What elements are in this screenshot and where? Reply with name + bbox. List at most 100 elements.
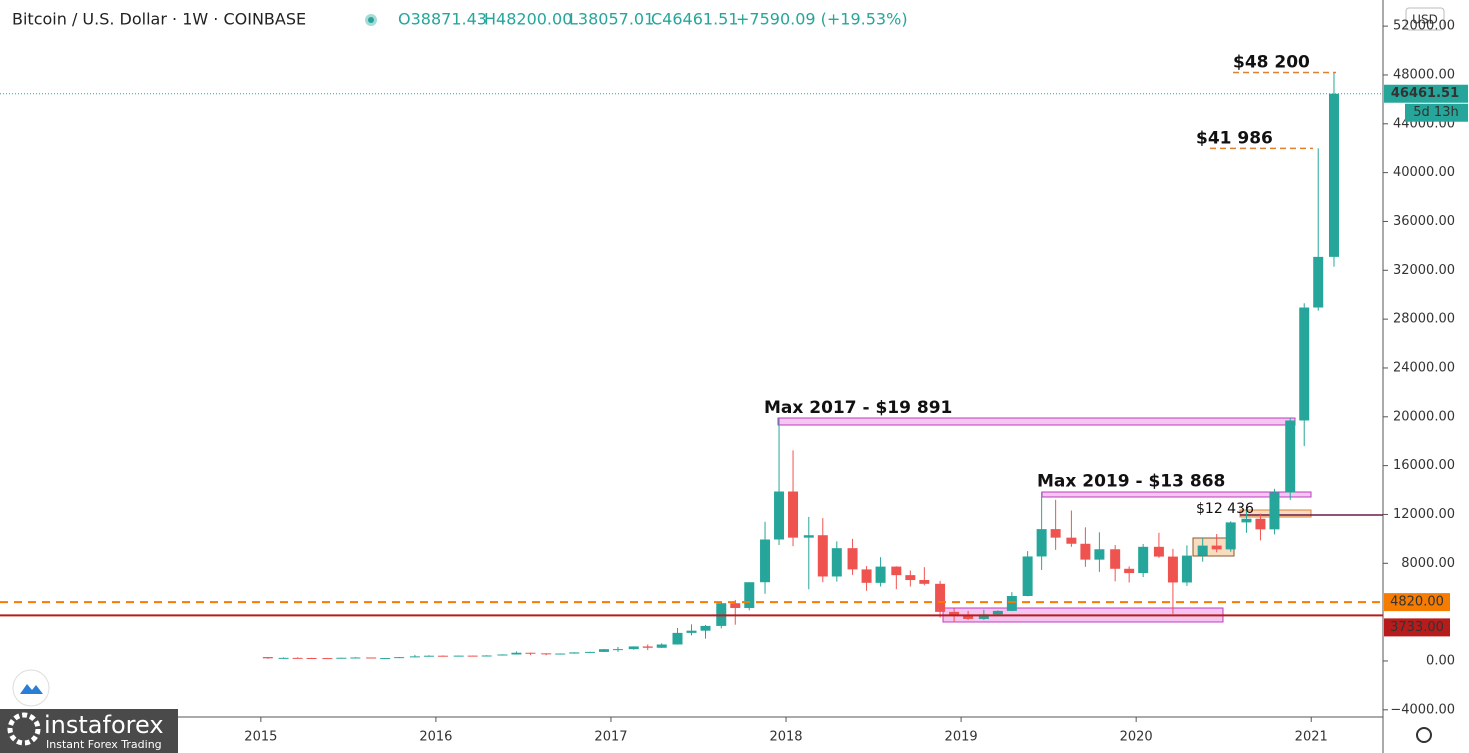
watermark-icon — [7, 712, 41, 746]
candle-body — [1255, 518, 1266, 530]
candle-body — [847, 548, 858, 570]
candle-body — [555, 653, 566, 655]
candle-body — [672, 632, 683, 645]
level-tag — [1384, 618, 1450, 637]
candle-body — [453, 655, 464, 657]
y-tick-label: 48000.00 — [1393, 67, 1455, 82]
symbol: Bitcoin / U.S. Dollar · 1W · COINBASE — [12, 10, 306, 29]
watermark-bg — [0, 709, 178, 753]
candle-body — [1211, 545, 1222, 550]
y-tick-label: 24000.00 — [1393, 360, 1455, 375]
y-tick-label: 8000.00 — [1401, 556, 1455, 571]
candle-body — [1138, 546, 1149, 574]
candle-body — [612, 649, 623, 651]
x-tick-label: 2020 — [1120, 730, 1153, 745]
candle-body — [861, 569, 872, 583]
candle-body — [1066, 537, 1077, 544]
annotation: Max 2019 - $13 868 — [1037, 472, 1225, 492]
level-tag — [1384, 593, 1450, 612]
candle-body — [1050, 529, 1061, 538]
candle-body — [598, 649, 609, 652]
candle-body — [1181, 555, 1192, 583]
candle-body — [656, 644, 667, 648]
level-label: 4820.00 — [1390, 595, 1444, 610]
candle-body — [963, 615, 974, 619]
watermark-brand: instaforex — [44, 711, 164, 739]
currency-button[interactable] — [1405, 7, 1445, 31]
candle-body — [541, 653, 552, 655]
candle-body — [1328, 93, 1339, 257]
candle-body — [875, 566, 886, 583]
ohlc-change: +7590.09 (+19.53%) — [736, 10, 908, 29]
level-label: 3733.00 — [1390, 620, 1444, 635]
candle-body — [409, 656, 420, 658]
candle-body — [1022, 556, 1033, 597]
candle-body — [628, 646, 639, 650]
candle-body — [642, 646, 653, 648]
candle-body — [322, 658, 333, 660]
ohlc-close: C46461.51 — [651, 10, 739, 29]
candle-body — [686, 630, 697, 633]
annotation: $48 200 — [1233, 53, 1310, 73]
annotation: Max 2017 - $19 891 — [764, 398, 952, 418]
candle-body — [1110, 549, 1121, 569]
candle-body — [730, 603, 741, 608]
candle-body — [1225, 522, 1236, 550]
x-tick-label: 2021 — [1295, 730, 1328, 745]
candle-body — [394, 657, 405, 659]
candle-body — [817, 535, 828, 577]
candle-body — [1269, 492, 1280, 530]
candle-body — [467, 655, 478, 657]
ohlc-low: L38057.01 — [569, 10, 654, 29]
candle-body — [278, 657, 289, 659]
candle-body — [423, 655, 434, 657]
candle-body — [891, 566, 902, 576]
y-tick-label: 0.00 — [1426, 653, 1455, 668]
candle-body — [1124, 568, 1135, 574]
candle-body — [1080, 543, 1091, 560]
y-tick-label: 40000.00 — [1393, 165, 1455, 180]
countdown-tag — [1405, 103, 1468, 122]
currency[interactable]: USD — [1412, 13, 1438, 27]
candle-body — [569, 652, 580, 654]
x-tick-label: 2018 — [769, 730, 802, 745]
settings-icon[interactable] — [1416, 727, 1432, 743]
last-price-tag — [1384, 84, 1468, 103]
candle-body — [1241, 518, 1252, 523]
candle-body — [919, 580, 930, 584]
x-tick-label: 2015 — [244, 730, 277, 745]
zone-rect — [777, 417, 1296, 426]
y-tick-label: 28000.00 — [1393, 312, 1455, 327]
y-tick-label: 52000.00 — [1393, 19, 1455, 34]
y-tick-label: 36000.00 — [1393, 214, 1455, 229]
y-tick-label: −4000.00 — [1390, 702, 1455, 717]
candle-body — [525, 652, 536, 654]
candle-body — [1197, 545, 1208, 556]
candle-body — [1167, 556, 1178, 583]
countdown-label: 5d 13h — [1413, 105, 1458, 120]
watermark-tagline: Instant Forex Trading — [46, 738, 162, 751]
settings-gear[interactable] — [1416, 727, 1432, 743]
candle-body — [1285, 420, 1296, 493]
candle-body — [803, 535, 814, 538]
ohlc-open: O38871.43 — [398, 10, 487, 29]
candle-body — [584, 651, 595, 653]
candle-body — [481, 655, 492, 657]
y-tick-label: 16000.00 — [1393, 458, 1455, 473]
candle-body — [1006, 596, 1017, 611]
candle-body — [380, 658, 391, 660]
x-tick-label: 2019 — [945, 730, 978, 745]
candle-body — [935, 583, 946, 612]
candle-body — [350, 657, 361, 659]
candle-body — [1299, 307, 1310, 421]
candle-body — [949, 611, 960, 616]
status-dot — [368, 17, 374, 23]
candle-body — [978, 614, 989, 619]
logo-icon — [20, 684, 43, 694]
candle-body — [497, 654, 508, 656]
candle-body — [774, 491, 785, 540]
candle-body — [306, 657, 317, 659]
y-tick-label: 12000.00 — [1393, 507, 1455, 522]
candle-body — [437, 655, 448, 657]
